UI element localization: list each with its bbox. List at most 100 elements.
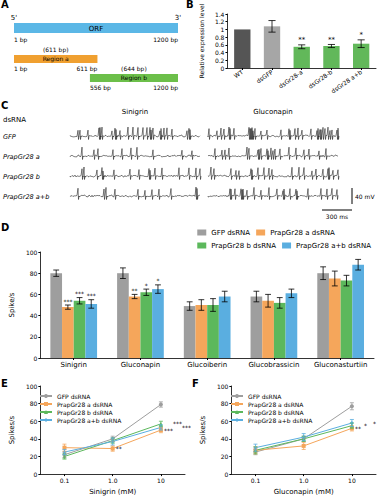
svg-text:*: * bbox=[373, 420, 376, 427]
svg-text:Relative expression level: Relative expression level bbox=[198, 3, 206, 78]
svg-text:***: *** bbox=[182, 424, 191, 431]
svg-text:***: *** bbox=[63, 298, 72, 305]
svg-text:Sinigrin (mM): Sinigrin (mM) bbox=[89, 488, 136, 496]
svg-text:Sinigrin: Sinigrin bbox=[60, 361, 86, 369]
html-text:D: D bbox=[1, 222, 10, 233]
svg-text:GFP dsRNA: GFP dsRNA bbox=[57, 393, 91, 400]
svg-text:Gluconapin: Gluconapin bbox=[253, 108, 293, 116]
svg-text:GFP: GFP bbox=[3, 133, 16, 141]
svg-text:***: *** bbox=[173, 420, 182, 427]
svg-text:**: ** bbox=[132, 287, 138, 294]
svg-text:***: *** bbox=[87, 292, 96, 299]
svg-text:**: ** bbox=[298, 36, 306, 44]
svg-text:1.2: 1.2 bbox=[215, 18, 225, 25]
svg-text:0.8: 0.8 bbox=[215, 34, 225, 41]
svg-text:Spikes/s: Spikes/s bbox=[8, 415, 16, 444]
svg-text:10: 10 bbox=[348, 477, 356, 484]
svg-text:*: * bbox=[156, 277, 159, 284]
svg-text:1.0: 1.0 bbox=[299, 477, 309, 484]
svg-text:0: 0 bbox=[225, 471, 229, 478]
svg-text:0.2: 0.2 bbox=[215, 57, 225, 64]
svg-text:Spike/s: Spike/s bbox=[8, 292, 16, 317]
svg-text:**: ** bbox=[116, 445, 122, 452]
svg-text:0.4: 0.4 bbox=[215, 49, 225, 56]
svg-text:**: ** bbox=[355, 425, 361, 432]
svg-text:40: 40 bbox=[30, 435, 38, 442]
svg-text:3': 3' bbox=[175, 14, 181, 22]
svg-text:80: 80 bbox=[30, 400, 38, 407]
svg-text:100: 100 bbox=[26, 383, 38, 390]
svg-text:ORF: ORF bbox=[89, 25, 103, 33]
svg-text:1 bp: 1 bp bbox=[14, 36, 28, 44]
svg-text:WT: WT bbox=[232, 68, 244, 79]
svg-text:*: * bbox=[364, 422, 367, 429]
svg-text:20: 20 bbox=[30, 333, 38, 340]
svg-text:PrapGr28 a dsRNA: PrapGr28 a dsRNA bbox=[270, 229, 335, 237]
svg-text:556 bp: 556 bp bbox=[90, 84, 111, 92]
svg-text:PrapGr28 a+b dsRNA: PrapGr28 a+b dsRNA bbox=[296, 242, 371, 250]
svg-text:dsRNA: dsRNA bbox=[3, 116, 26, 124]
svg-text:Sinigrin: Sinigrin bbox=[122, 108, 148, 116]
svg-text:60: 60 bbox=[30, 291, 38, 298]
svg-text:0: 0 bbox=[34, 355, 38, 362]
svg-text:PrapGr28 a+b dsRNA: PrapGr28 a+b dsRNA bbox=[57, 417, 122, 425]
svg-text:PrapGr28 a+b: PrapGr28 a+b bbox=[3, 193, 49, 201]
svg-text:*: * bbox=[145, 282, 148, 289]
svg-text:0: 0 bbox=[221, 65, 225, 72]
svg-text:1200 bp: 1200 bp bbox=[153, 84, 178, 92]
svg-text:PrapGr28 a dsRNA: PrapGr28 a dsRNA bbox=[248, 401, 304, 409]
svg-text:(611 bp): (611 bp) bbox=[43, 46, 69, 54]
svg-text:GFP dsRNA: GFP dsRNA bbox=[248, 393, 282, 400]
svg-text:1200 bp: 1200 bp bbox=[153, 36, 178, 44]
svg-text:20: 20 bbox=[221, 453, 229, 460]
svg-text:Glucoiberin: Glucoiberin bbox=[187, 361, 227, 369]
svg-text:PrapGr28 b dsRNA: PrapGr28 b dsRNA bbox=[57, 409, 113, 417]
svg-text:PrapGr28 b dsRNA: PrapGr28 b dsRNA bbox=[211, 242, 276, 250]
svg-text:60: 60 bbox=[30, 418, 38, 425]
svg-text:5': 5' bbox=[11, 14, 17, 22]
svg-text:40: 40 bbox=[30, 312, 38, 319]
svg-text:PrapGr28 a+b dsRNA: PrapGr28 a+b dsRNA bbox=[248, 417, 313, 425]
svg-text:**: ** bbox=[328, 36, 336, 44]
svg-text:Glucobrassicin: Glucobrassicin bbox=[248, 361, 299, 369]
svg-text:100: 100 bbox=[26, 249, 38, 256]
svg-text:1 bp: 1 bp bbox=[14, 65, 28, 73]
svg-text:dsGFP: dsGFP bbox=[255, 68, 275, 85]
svg-text:10: 10 bbox=[157, 477, 165, 484]
svg-text:0.1: 0.1 bbox=[60, 477, 70, 484]
svg-text:1.0: 1.0 bbox=[108, 477, 118, 484]
svg-text:Region a: Region a bbox=[43, 55, 69, 63]
svg-text:PrapGr28 b dsRNA: PrapGr28 b dsRNA bbox=[248, 409, 304, 417]
svg-text:0.1: 0.1 bbox=[251, 477, 261, 484]
svg-text:0.6: 0.6 bbox=[215, 41, 225, 48]
svg-text:***: *** bbox=[75, 290, 84, 297]
svg-text:***: *** bbox=[164, 427, 173, 434]
svg-text:40: 40 bbox=[221, 435, 229, 442]
svg-text:Spikes/s: Spikes/s bbox=[199, 415, 207, 444]
svg-text:Region b: Region b bbox=[121, 74, 147, 82]
svg-text:300 ms: 300 ms bbox=[326, 213, 348, 220]
svg-text:Gluconapin (mM): Gluconapin (mM) bbox=[274, 488, 334, 496]
svg-text:dsGr28 a+b: dsGr28 a+b bbox=[330, 68, 364, 95]
svg-text:40 mV: 40 mV bbox=[355, 193, 375, 200]
svg-text:1: 1 bbox=[221, 26, 225, 33]
svg-text:0: 0 bbox=[34, 471, 38, 478]
svg-text:PrapGr28 a: PrapGr28 a bbox=[3, 153, 40, 161]
svg-text:(644 bp): (644 bp) bbox=[121, 65, 147, 73]
html-text:A: A bbox=[1, 0, 9, 10]
svg-text:dsGr28-b: dsGr28-b bbox=[307, 68, 334, 90]
svg-text:PrapGr28 b: PrapGr28 b bbox=[3, 173, 40, 181]
svg-text:611 bp: 611 bp bbox=[76, 65, 97, 73]
svg-text:Gluconasturtiin: Gluconasturtiin bbox=[314, 361, 367, 369]
svg-text:GFP dsRNA: GFP dsRNA bbox=[211, 229, 250, 237]
svg-text:PrapGr28 a dsRNA: PrapGr28 a dsRNA bbox=[57, 401, 113, 409]
svg-text:80: 80 bbox=[221, 400, 229, 407]
svg-text:80: 80 bbox=[30, 270, 38, 277]
svg-text:1.4: 1.4 bbox=[215, 11, 225, 18]
svg-text:20: 20 bbox=[30, 453, 38, 460]
svg-text:dsGr28-a: dsGr28-a bbox=[277, 68, 304, 90]
svg-text:*: * bbox=[359, 31, 363, 39]
svg-text:100: 100 bbox=[217, 383, 229, 390]
svg-text:Gluconapin: Gluconapin bbox=[121, 361, 161, 369]
svg-text:60: 60 bbox=[221, 418, 229, 425]
